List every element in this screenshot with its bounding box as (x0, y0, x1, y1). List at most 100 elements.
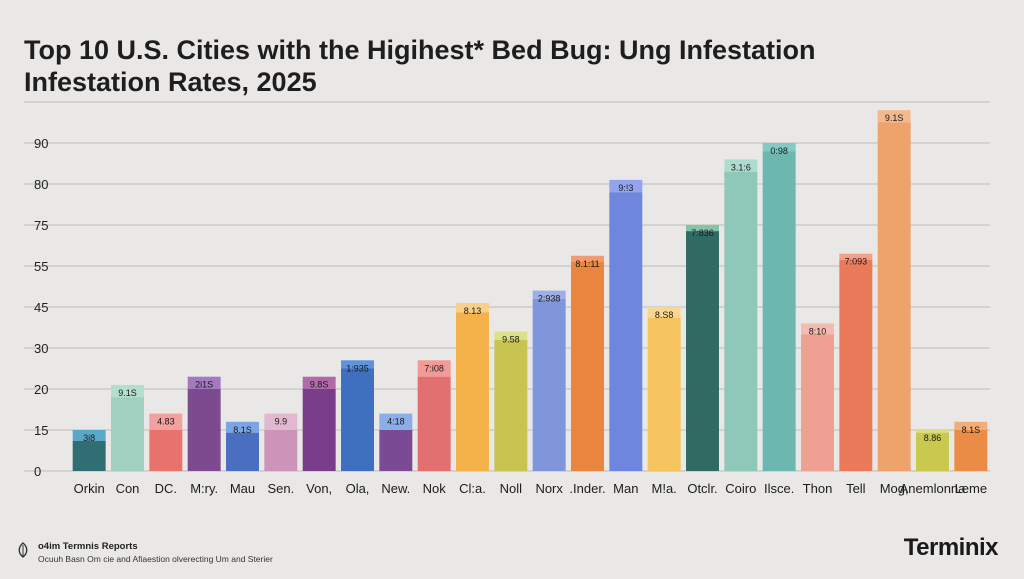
x-tick-label: Von, (306, 481, 332, 496)
bar (877, 122, 911, 471)
bar-data-label: 9.58 (502, 335, 520, 345)
bar (494, 339, 528, 471)
y-tick-label: 80 (34, 177, 48, 192)
bar-cap (801, 323, 834, 335)
bar-cap (226, 421, 259, 433)
x-tick-label: Mog, (880, 481, 909, 496)
y-tick-label: 15 (34, 423, 48, 438)
bar-data-label: 8.1S (962, 425, 981, 435)
y-tick-label: 20 (34, 382, 48, 397)
bar-data-label: 7:093 (845, 257, 868, 267)
bar-cap (724, 159, 758, 172)
bar-cap (302, 376, 336, 389)
bar-cap (111, 384, 144, 398)
bar (187, 389, 221, 471)
bar (724, 171, 758, 471)
x-tick-label: Anemlonna (900, 481, 967, 496)
x-tick-labels: Orkin Con DC. M:ry. Mau Sen. Von, Ola, New. Nok Cl… (74, 481, 987, 496)
x-tick-label: Sen. (267, 481, 294, 496)
bar-cap (494, 331, 528, 340)
bar-data-label: 3i8 (83, 433, 95, 443)
bar-data-label: 8.86 (924, 433, 942, 443)
x-tick-label: .Inder. (569, 481, 605, 496)
bar-cap (877, 110, 911, 123)
chart-title: Top 10 U.S. Cities with the Higihest* Be… (24, 35, 816, 97)
bar-data-label: 0:98 (770, 146, 788, 156)
y-tick-label: 55 (34, 259, 48, 274)
y-tick-label: 90 (34, 136, 48, 151)
y-tick-label: 30 (34, 341, 48, 356)
x-tick-label: Cl:a. (459, 481, 486, 496)
x-tick-label: M!a. (652, 481, 677, 496)
x-tick-label: Orkin (74, 481, 105, 496)
bar-data-label: 8.1:11 (575, 259, 599, 269)
x-tick-label: Tell (846, 481, 866, 496)
bar-cap (341, 360, 374, 369)
y-tick-label: 75 (34, 218, 48, 233)
bar (532, 298, 566, 471)
bar-data-label: 9:!3 (618, 183, 633, 193)
bar (302, 389, 336, 471)
bar-data-label: 3.1:6 (731, 162, 751, 172)
x-tick-label: Mau (230, 481, 255, 496)
bar-data-label: 8:10 (809, 326, 827, 336)
bar-data-label: 4:18 (387, 417, 405, 427)
bar (609, 192, 643, 471)
x-tick-label: Noll (500, 481, 523, 496)
bar-cap (456, 302, 489, 313)
bar-data-label: 9.1S (885, 113, 904, 123)
x-tick-label: Man (613, 481, 638, 496)
leaf-logo-icon (14, 542, 32, 563)
bar (111, 397, 144, 471)
bar-cap (647, 307, 681, 318)
bar (149, 430, 183, 471)
bar (456, 312, 489, 471)
brand-logo: Terminix (903, 534, 999, 561)
bar-cap (839, 253, 873, 260)
y-tick-labels: 0 15 20 30 45 55 75 80 90 (34, 136, 48, 479)
y-tick-label: 45 (34, 300, 48, 315)
x-tick-label: New. (381, 481, 410, 496)
x-tick-label: Ilsce. (764, 481, 794, 496)
bars: 3i8 9.1S 4.83 2i1S 8.1S 9.9 9.8S 1:935 4:18 7:i08… (72, 110, 988, 471)
bar-data-label: 2i1S (195, 380, 213, 390)
bar-data-label: 9.1S (118, 388, 137, 398)
bar-data-label: 8.S8 (655, 310, 674, 320)
bar-cap (72, 430, 106, 441)
footer-source: o4im Termnis Reports (38, 541, 138, 552)
x-tick-label: Leme (955, 481, 988, 496)
bar-cap (532, 290, 566, 299)
x-tick-label: Con (116, 481, 140, 496)
bar-cap (264, 413, 298, 430)
x-tick-label: Thon (803, 481, 833, 496)
x-tick-label: Norx (535, 481, 563, 496)
bar-data-label: 4.83 (157, 417, 175, 427)
bar (341, 368, 374, 471)
bar-data-label: 8.13 (464, 306, 482, 316)
bar-cap (916, 430, 949, 433)
bar-cap (571, 255, 604, 262)
bar-data-label: 8.1S (233, 425, 252, 435)
bar-data-label: 9.9 (275, 417, 288, 427)
bar (647, 317, 681, 471)
bar (916, 432, 949, 471)
x-tick-label: M:ry. (190, 481, 218, 496)
x-tick-label: Nok (423, 481, 447, 496)
bar-data-label: 7:i08 (424, 363, 444, 373)
bar (801, 334, 834, 471)
x-tick-label: Ola, (346, 481, 370, 496)
bar (379, 430, 413, 471)
x-tick-label: DC. (155, 481, 177, 496)
bar-data-label: 2:938 (538, 294, 561, 304)
bar (571, 261, 604, 471)
bar (954, 430, 988, 471)
bar (839, 259, 873, 471)
bar-data-label: 7:836 (691, 228, 714, 238)
bar-cap (379, 413, 413, 430)
bar (226, 432, 259, 471)
bar (417, 376, 451, 471)
bar-cap (686, 225, 719, 232)
bar-cap (609, 179, 643, 193)
bar-cap (762, 143, 796, 152)
